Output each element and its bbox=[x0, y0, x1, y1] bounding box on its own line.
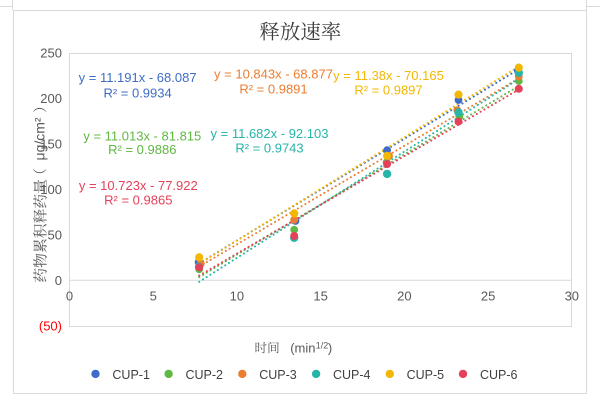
svg-text:y = 10.843x - 68.877: y = 10.843x - 68.877 bbox=[214, 67, 333, 82]
svg-text:R² = 0.9934: R² = 0.9934 bbox=[103, 86, 171, 101]
svg-text:250: 250 bbox=[40, 46, 62, 61]
svg-text:(50): (50) bbox=[39, 318, 62, 333]
svg-text:CUP-1: CUP-1 bbox=[112, 368, 150, 382]
svg-text:15: 15 bbox=[313, 289, 327, 304]
svg-text:20: 20 bbox=[397, 289, 411, 304]
svg-text:y = 11.013x - 81.815: y = 11.013x - 81.815 bbox=[83, 129, 201, 144]
svg-text:CUP-4: CUP-4 bbox=[333, 368, 371, 382]
svg-text:y = 11.682x - 92.103: y = 11.682x - 92.103 bbox=[211, 126, 329, 141]
svg-text:(min: (min bbox=[290, 340, 315, 355]
svg-text:R² = 0.9897: R² = 0.9897 bbox=[354, 83, 422, 98]
svg-text:CUP-3: CUP-3 bbox=[259, 368, 297, 382]
svg-text:10: 10 bbox=[230, 289, 244, 304]
svg-text:150: 150 bbox=[40, 137, 62, 152]
svg-text:30: 30 bbox=[565, 289, 579, 304]
svg-text:25: 25 bbox=[481, 289, 495, 304]
svg-text:50: 50 bbox=[48, 227, 62, 242]
svg-text:0: 0 bbox=[66, 289, 73, 304]
svg-text:R² = 0.9886: R² = 0.9886 bbox=[108, 142, 176, 157]
svg-text:R² = 0.9891: R² = 0.9891 bbox=[239, 81, 307, 96]
svg-text:CUP-5: CUP-5 bbox=[407, 368, 445, 382]
svg-text:100: 100 bbox=[40, 182, 62, 197]
svg-text:y = 11.191x - 68.087: y = 11.191x - 68.087 bbox=[79, 70, 197, 85]
svg-text:R² = 0.9865: R² = 0.9865 bbox=[104, 193, 172, 208]
svg-text:0: 0 bbox=[55, 273, 62, 288]
svg-text:CUP-6: CUP-6 bbox=[480, 368, 518, 382]
svg-text:1/2: 1/2 bbox=[316, 340, 329, 350]
svg-text:200: 200 bbox=[40, 91, 62, 106]
svg-text:R² = 0.9743: R² = 0.9743 bbox=[235, 141, 303, 156]
svg-text:5: 5 bbox=[150, 289, 157, 304]
svg-text:CUP-2: CUP-2 bbox=[186, 368, 224, 382]
svg-text:): ) bbox=[328, 340, 332, 355]
svg-text:y = 10.723x - 77.922: y = 10.723x - 77.922 bbox=[79, 178, 198, 193]
svg-text:μg/cm²: μg/cm² bbox=[31, 117, 47, 160]
svg-text:y = 11.38x - 70.165: y = 11.38x - 70.165 bbox=[333, 68, 444, 83]
